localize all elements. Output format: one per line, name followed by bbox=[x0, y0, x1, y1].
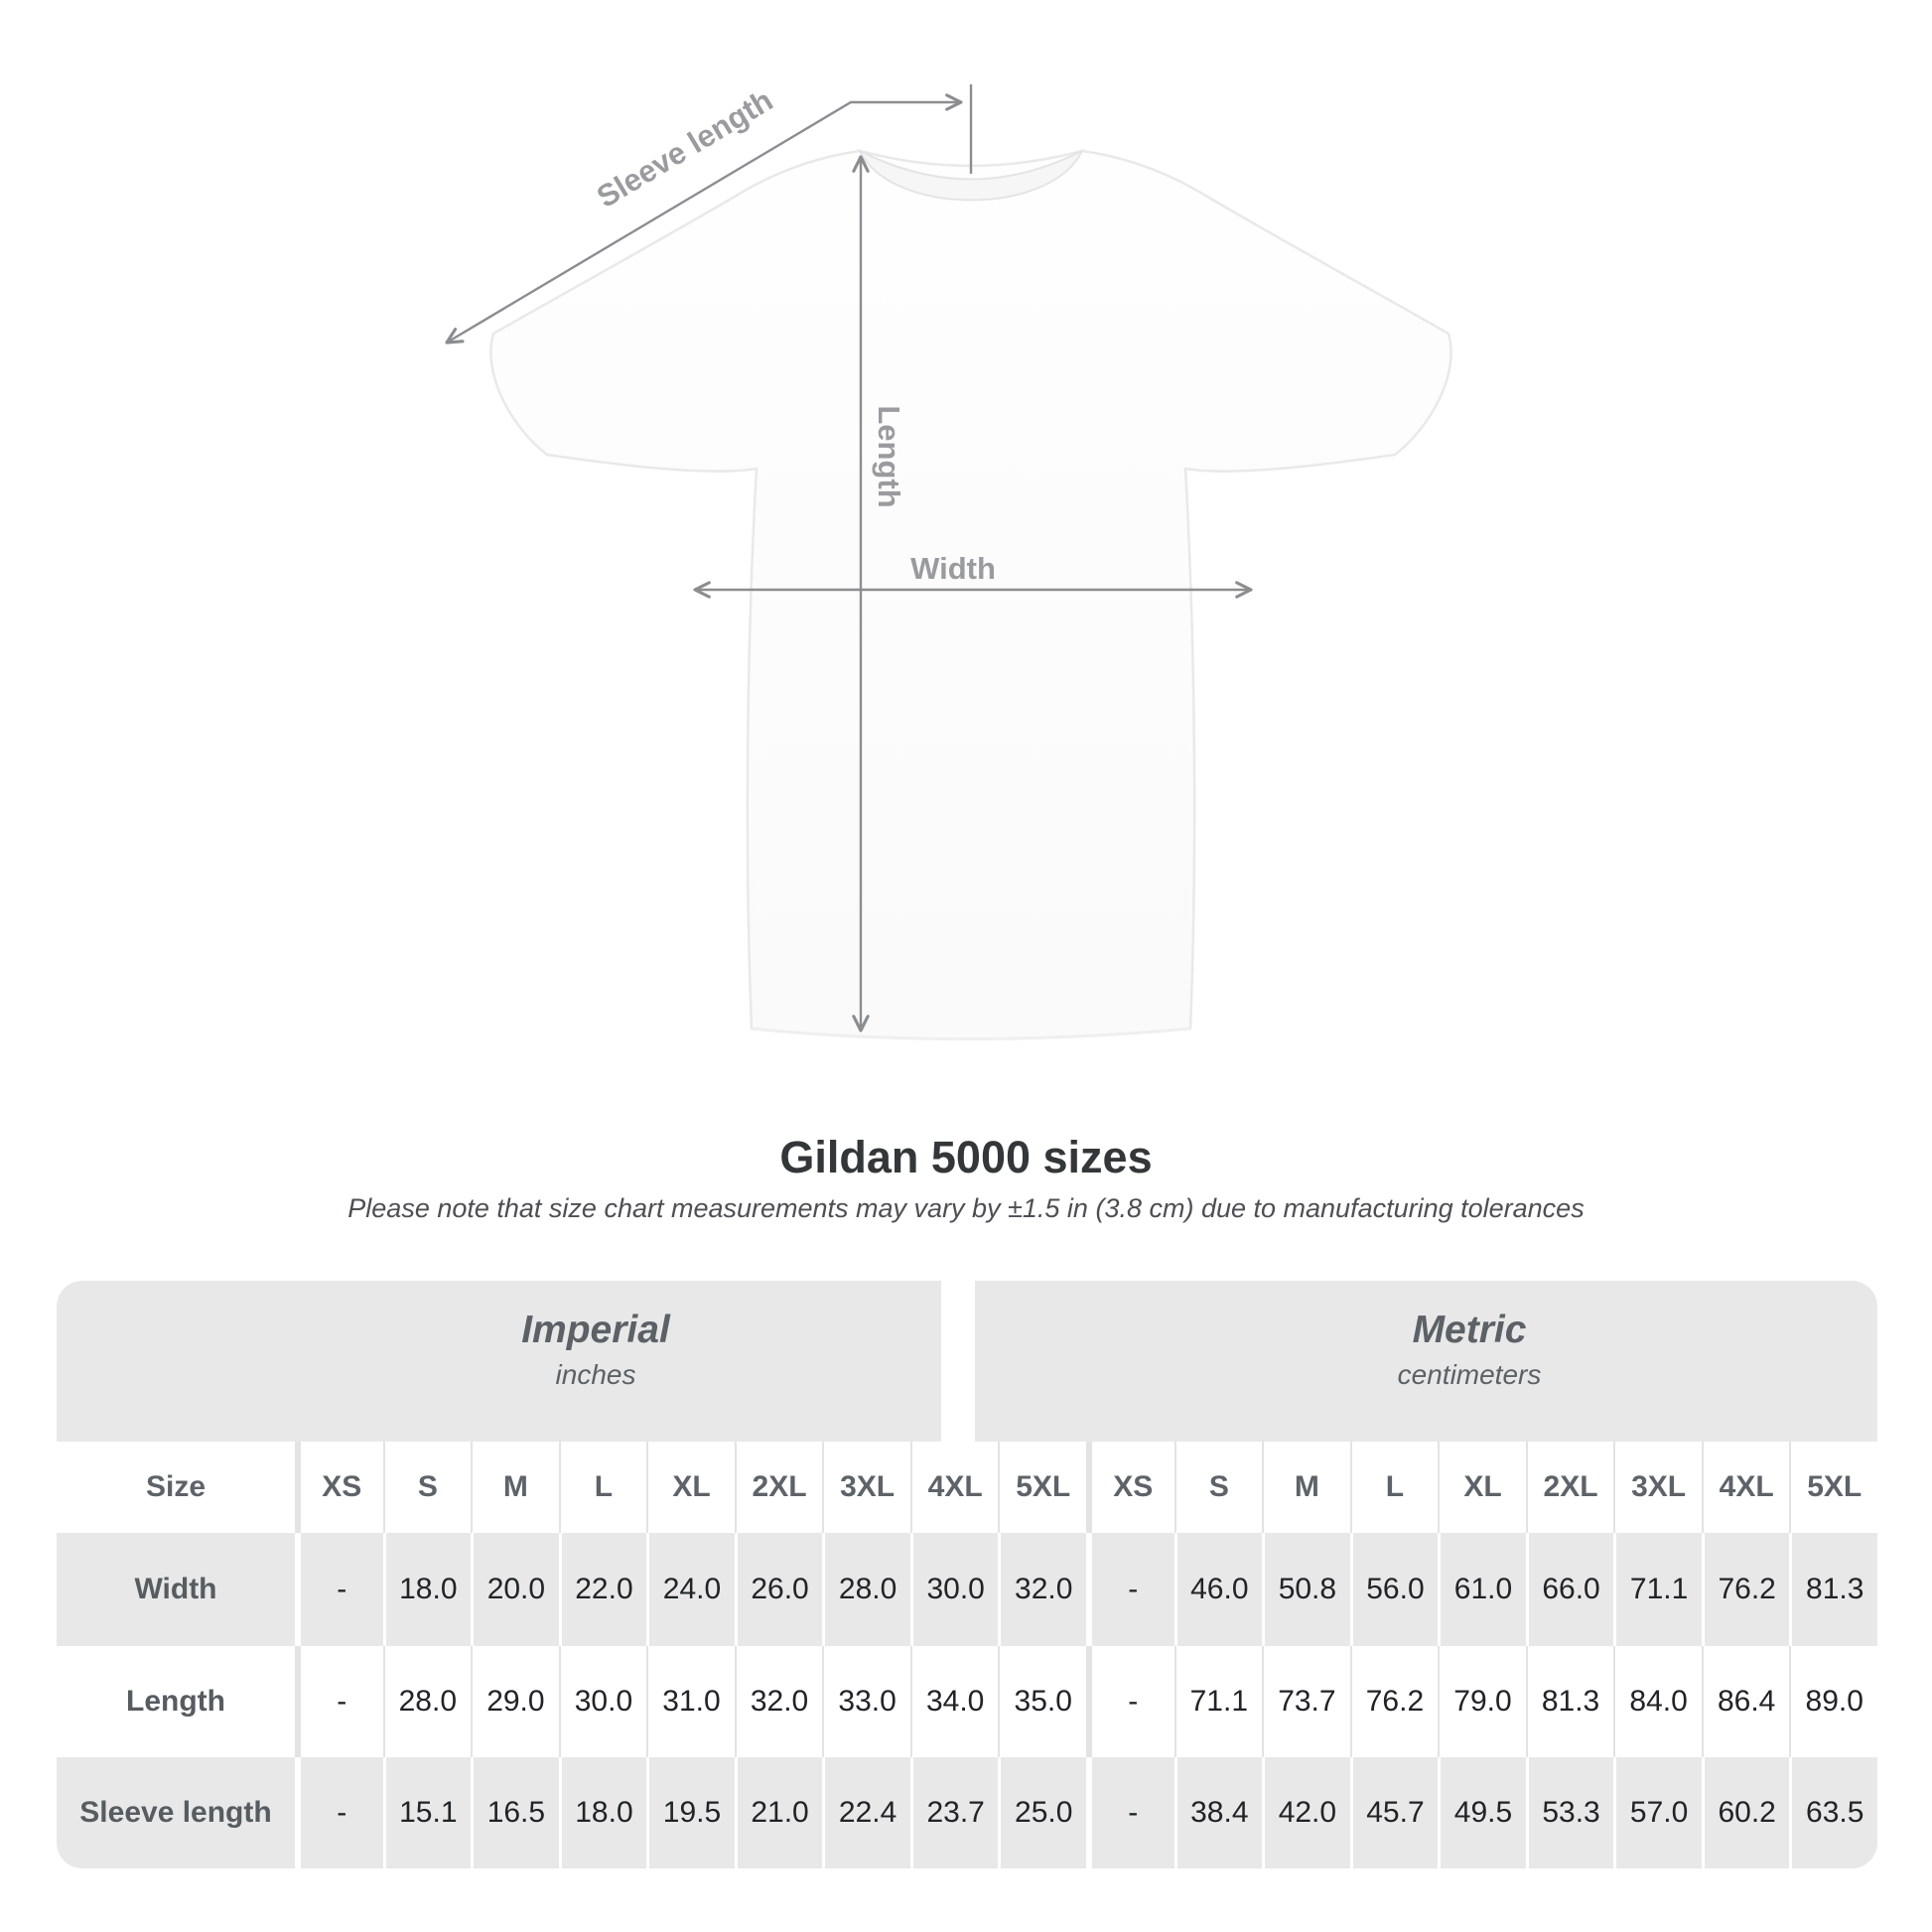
imperial-group-unit: inches bbox=[555, 1358, 636, 1390]
table-group-band: Imperial inches Metric centimeters bbox=[57, 1281, 1877, 1442]
column-header-5xl-metric: 5XL bbox=[1789, 1442, 1877, 1533]
cell-sleeve-length-m-imperial: 16.5 bbox=[471, 1757, 559, 1868]
row-label-width: Width bbox=[134, 1573, 217, 1605]
cell-length-s-metric: 71.1 bbox=[1173, 1646, 1263, 1757]
cell-sleeve-length-l-imperial: 18.0 bbox=[558, 1757, 647, 1868]
cell-sleeve-length-xl-metric: 49.5 bbox=[1438, 1757, 1526, 1868]
column-header-size: Size bbox=[145, 1470, 207, 1503]
cell-length-l-metric: 76.2 bbox=[1349, 1646, 1439, 1757]
cell-sleeve-length-m-metric: 42.0 bbox=[1262, 1757, 1350, 1868]
size-chart-table: Imperial inches Metric centimeters Size X… bbox=[57, 1281, 1877, 1868]
column-header-3xl-imperial: 3XL bbox=[822, 1442, 910, 1533]
cell-length-m-metric: 73.7 bbox=[1262, 1646, 1350, 1757]
cell-length-xl-imperial: 31.0 bbox=[646, 1646, 735, 1757]
metric-group-unit: centimeters bbox=[1397, 1358, 1542, 1390]
cell-sleeve-length-2xl-metric: 53.3 bbox=[1525, 1757, 1614, 1868]
cell-length-4xl-imperial: 34.0 bbox=[909, 1646, 999, 1757]
column-header-l-metric: L bbox=[1349, 1442, 1439, 1533]
cell-width-m-metric: 50.8 bbox=[1262, 1533, 1350, 1646]
cell-length-l-imperial: 30.0 bbox=[558, 1646, 647, 1757]
imperial-group-label: Imperial bbox=[521, 1309, 670, 1351]
page-title: Gildan 5000 sizes bbox=[779, 1132, 1153, 1182]
cell-sleeve-length-5xl-imperial: 25.0 bbox=[998, 1757, 1086, 1868]
cell-length-5xl-imperial: 35.0 bbox=[998, 1646, 1086, 1757]
cell-width-s-metric: 46.0 bbox=[1173, 1533, 1263, 1646]
cell-length-xs-imperial: - bbox=[295, 1646, 383, 1757]
cell-length-2xl-metric: 81.3 bbox=[1525, 1646, 1614, 1757]
cell-width-5xl-metric: 81.3 bbox=[1789, 1533, 1877, 1646]
cell-sleeve-length-4xl-metric: 60.2 bbox=[1701, 1757, 1790, 1868]
cell-width-xl-imperial: 24.0 bbox=[646, 1533, 735, 1646]
cell-sleeve-length-s-imperial: 15.1 bbox=[382, 1757, 472, 1868]
tshirt-illustration bbox=[489, 148, 1452, 1040]
column-header-xl-metric: XL bbox=[1438, 1442, 1526, 1533]
column-header-2xl-metric: 2XL bbox=[1525, 1442, 1614, 1533]
column-header-s-metric: S bbox=[1173, 1442, 1263, 1533]
cell-width-5xl-imperial: 32.0 bbox=[998, 1533, 1086, 1646]
cell-width-2xl-imperial: 26.0 bbox=[734, 1533, 823, 1646]
column-header-xs-metric: XS bbox=[1086, 1442, 1174, 1533]
column-header-5xl-imperial: 5XL bbox=[998, 1442, 1086, 1533]
cell-length-xl-metric: 79.0 bbox=[1438, 1646, 1526, 1757]
column-header-2xl-imperial: 2XL bbox=[734, 1442, 823, 1533]
column-header-4xl-metric: 4XL bbox=[1701, 1442, 1790, 1533]
cell-length-xs-metric: - bbox=[1086, 1646, 1174, 1757]
sleeve-length-arrow bbox=[445, 93, 963, 345]
cell-width-2xl-metric: 66.0 bbox=[1525, 1533, 1614, 1646]
cell-width-s-imperial: 18.0 bbox=[382, 1533, 472, 1646]
metric-group-label: Metric bbox=[1412, 1309, 1527, 1351]
cell-sleeve-length-l-metric: 45.7 bbox=[1349, 1757, 1439, 1868]
cell-length-m-imperial: 29.0 bbox=[471, 1646, 559, 1757]
cell-length-4xl-metric: 86.4 bbox=[1701, 1646, 1790, 1757]
cell-width-l-imperial: 22.0 bbox=[558, 1533, 647, 1646]
cell-length-3xl-imperial: 33.0 bbox=[822, 1646, 910, 1757]
column-header-m-metric: M bbox=[1262, 1442, 1350, 1533]
cell-sleeve-length-xs-metric: - bbox=[1086, 1757, 1174, 1868]
cell-width-m-imperial: 20.0 bbox=[471, 1533, 559, 1646]
tolerance-note: Please note that size chart measurements… bbox=[347, 1193, 1585, 1223]
cell-sleeve-length-s-metric: 38.4 bbox=[1173, 1757, 1263, 1868]
cell-width-3xl-metric: 71.1 bbox=[1613, 1533, 1702, 1646]
row-label-sleeve-length: Sleeve length bbox=[79, 1796, 272, 1829]
length-label: Length bbox=[872, 405, 906, 507]
column-header-l-imperial: L bbox=[558, 1442, 647, 1533]
cell-sleeve-length-xl-imperial: 19.5 bbox=[646, 1757, 735, 1868]
cell-sleeve-length-3xl-metric: 57.0 bbox=[1613, 1757, 1702, 1868]
cell-length-5xl-metric: 89.0 bbox=[1789, 1646, 1877, 1757]
metric-group-header: Metric centimeters bbox=[1398, 1307, 1542, 1394]
table-header-row: Size XS S M L XL 2XL 3XL 4XL 5XL XS S M L XL 2XL 3XL 4XL 5… bbox=[57, 1442, 1877, 1533]
group-divider bbox=[941, 1281, 975, 1442]
table-row-sleeve-length: Sleeve length -15.1 16.5 18.0 19.5 21.0 22.4 23… bbox=[57, 1757, 1877, 1868]
cell-width-xl-metric: 61.0 bbox=[1438, 1533, 1526, 1646]
cell-length-3xl-metric: 84.0 bbox=[1613, 1646, 1702, 1757]
column-header-s-imperial: S bbox=[382, 1442, 472, 1533]
column-header-xs-imperial: XS bbox=[295, 1442, 383, 1533]
cell-sleeve-length-xs-imperial: - bbox=[295, 1757, 383, 1868]
cell-width-xs-imperial: - bbox=[295, 1533, 383, 1646]
row-label-length: Length bbox=[126, 1685, 225, 1718]
cell-width-xs-metric: - bbox=[1086, 1533, 1174, 1646]
cell-width-4xl-imperial: 30.0 bbox=[909, 1533, 999, 1646]
table-row-length: Length -28.0 29.0 30.0 31.0 32.0 33.0 34.0 35.0-… bbox=[57, 1646, 1877, 1757]
width-label: Width bbox=[910, 551, 996, 586]
column-header-xl-imperial: XL bbox=[646, 1442, 735, 1533]
column-header-3xl-metric: 3XL bbox=[1613, 1442, 1702, 1533]
cell-length-s-imperial: 28.0 bbox=[382, 1646, 472, 1757]
cell-width-4xl-metric: 76.2 bbox=[1701, 1533, 1790, 1646]
size-diagram: Sleeve length Length Width bbox=[445, 82, 1452, 1040]
cell-sleeve-length-3xl-imperial: 22.4 bbox=[822, 1757, 910, 1868]
imperial-group-header: Imperial inches bbox=[521, 1307, 670, 1394]
cell-width-l-metric: 56.0 bbox=[1349, 1533, 1439, 1646]
column-header-4xl-imperial: 4XL bbox=[909, 1442, 999, 1533]
cell-length-2xl-imperial: 32.0 bbox=[734, 1646, 823, 1757]
cell-sleeve-length-4xl-imperial: 23.7 bbox=[909, 1757, 999, 1868]
column-header-m-imperial: M bbox=[471, 1442, 559, 1533]
cell-sleeve-length-5xl-metric: 63.5 bbox=[1789, 1757, 1877, 1868]
cell-sleeve-length-2xl-imperial: 21.0 bbox=[734, 1757, 823, 1868]
cell-width-3xl-imperial: 28.0 bbox=[822, 1533, 910, 1646]
table-row-width: Width -18.0 20.0 22.0 24.0 26.0 28.0 30.0 32.0-4… bbox=[57, 1533, 1877, 1646]
